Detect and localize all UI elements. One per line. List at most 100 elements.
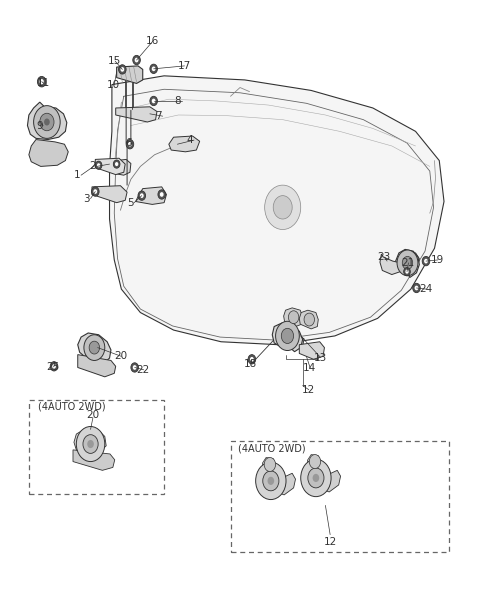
Text: 7: 7 bbox=[156, 111, 162, 121]
Circle shape bbox=[301, 459, 331, 497]
Polygon shape bbox=[307, 454, 321, 468]
Circle shape bbox=[158, 190, 166, 199]
Circle shape bbox=[120, 67, 124, 72]
Circle shape bbox=[40, 113, 54, 131]
Circle shape bbox=[281, 328, 294, 343]
Text: 9: 9 bbox=[36, 120, 43, 130]
Text: 20: 20 bbox=[114, 352, 127, 361]
Text: 8: 8 bbox=[175, 96, 181, 106]
Circle shape bbox=[256, 462, 286, 500]
Text: 17: 17 bbox=[178, 61, 191, 71]
Circle shape bbox=[402, 257, 413, 269]
Polygon shape bbox=[78, 355, 116, 377]
Circle shape bbox=[128, 142, 132, 146]
Text: 1: 1 bbox=[74, 170, 81, 180]
Circle shape bbox=[133, 55, 140, 65]
Text: 14: 14 bbox=[303, 363, 316, 373]
Text: 12: 12 bbox=[302, 385, 315, 395]
Polygon shape bbox=[136, 187, 167, 204]
Polygon shape bbox=[273, 473, 296, 495]
Polygon shape bbox=[73, 450, 115, 470]
Polygon shape bbox=[112, 159, 131, 175]
Circle shape bbox=[84, 335, 105, 360]
Circle shape bbox=[264, 185, 301, 230]
Text: 12: 12 bbox=[324, 537, 337, 547]
Circle shape bbox=[140, 194, 144, 198]
Circle shape bbox=[133, 365, 137, 370]
Circle shape bbox=[160, 192, 164, 197]
Circle shape bbox=[119, 65, 126, 74]
Circle shape bbox=[264, 457, 276, 471]
Circle shape bbox=[150, 96, 157, 106]
Text: 5: 5 bbox=[127, 198, 134, 208]
Text: 18: 18 bbox=[244, 359, 257, 369]
Circle shape bbox=[89, 341, 99, 354]
Polygon shape bbox=[109, 76, 444, 345]
Circle shape bbox=[276, 322, 300, 350]
Circle shape bbox=[96, 161, 102, 169]
Text: 15: 15 bbox=[108, 56, 121, 66]
Circle shape bbox=[288, 311, 299, 324]
Text: 23: 23 bbox=[378, 252, 391, 262]
Polygon shape bbox=[169, 136, 200, 152]
Circle shape bbox=[405, 270, 408, 274]
Polygon shape bbox=[78, 333, 111, 363]
Polygon shape bbox=[396, 250, 420, 277]
Polygon shape bbox=[380, 254, 400, 274]
Circle shape bbox=[44, 119, 50, 126]
Circle shape bbox=[309, 454, 321, 468]
Circle shape bbox=[413, 283, 420, 293]
Circle shape bbox=[34, 106, 60, 139]
Circle shape bbox=[92, 187, 99, 196]
Circle shape bbox=[248, 355, 256, 364]
Polygon shape bbox=[404, 253, 420, 270]
Circle shape bbox=[39, 79, 44, 84]
Circle shape bbox=[131, 363, 138, 372]
Circle shape bbox=[115, 162, 118, 166]
Circle shape bbox=[312, 474, 319, 482]
Circle shape bbox=[397, 250, 418, 276]
Text: 10: 10 bbox=[107, 80, 120, 90]
Text: 25: 25 bbox=[47, 362, 60, 372]
Text: 3: 3 bbox=[84, 194, 90, 204]
Text: 24: 24 bbox=[420, 284, 432, 294]
Text: 6: 6 bbox=[125, 138, 132, 148]
Polygon shape bbox=[272, 323, 302, 352]
Polygon shape bbox=[116, 107, 157, 122]
Text: 2: 2 bbox=[90, 162, 96, 172]
Polygon shape bbox=[300, 342, 324, 359]
Text: 19: 19 bbox=[431, 255, 444, 265]
Polygon shape bbox=[96, 158, 125, 175]
Circle shape bbox=[308, 468, 324, 488]
Circle shape bbox=[113, 160, 120, 168]
Text: 11: 11 bbox=[37, 78, 50, 88]
Circle shape bbox=[263, 471, 279, 491]
Text: (4AUTO 2WD): (4AUTO 2WD) bbox=[38, 401, 106, 411]
Circle shape bbox=[50, 362, 58, 371]
Circle shape bbox=[250, 357, 254, 362]
Text: 21: 21 bbox=[401, 258, 415, 268]
Polygon shape bbox=[117, 66, 143, 83]
Circle shape bbox=[126, 140, 134, 149]
Text: (4AUTO 2WD): (4AUTO 2WD) bbox=[238, 443, 305, 453]
Text: 22: 22 bbox=[137, 365, 150, 375]
Polygon shape bbox=[300, 310, 318, 329]
Text: 13: 13 bbox=[313, 353, 327, 362]
Circle shape bbox=[152, 99, 156, 103]
Polygon shape bbox=[283, 335, 304, 349]
Circle shape bbox=[150, 64, 157, 74]
Circle shape bbox=[83, 435, 98, 453]
FancyBboxPatch shape bbox=[29, 400, 164, 494]
Text: 20: 20 bbox=[86, 410, 99, 420]
Circle shape bbox=[135, 58, 138, 63]
Circle shape bbox=[273, 196, 292, 219]
Circle shape bbox=[404, 267, 410, 276]
Circle shape bbox=[415, 286, 419, 290]
Circle shape bbox=[87, 440, 94, 448]
Circle shape bbox=[76, 427, 105, 461]
FancyBboxPatch shape bbox=[230, 441, 449, 552]
Circle shape bbox=[304, 313, 314, 326]
Circle shape bbox=[424, 259, 428, 264]
Polygon shape bbox=[92, 186, 127, 202]
Polygon shape bbox=[74, 428, 106, 454]
